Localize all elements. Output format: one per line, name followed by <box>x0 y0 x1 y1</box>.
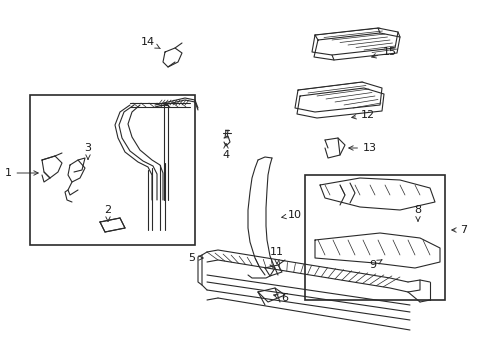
Bar <box>305 175 445 300</box>
Text: 14: 14 <box>141 37 160 49</box>
Text: 11: 11 <box>270 247 284 264</box>
Text: 10: 10 <box>282 210 302 220</box>
Text: 6: 6 <box>273 293 289 303</box>
Text: 5: 5 <box>189 253 203 263</box>
Text: 2: 2 <box>104 205 112 221</box>
Text: 13: 13 <box>349 143 377 153</box>
Text: 3: 3 <box>84 143 92 159</box>
Text: 4: 4 <box>222 144 229 160</box>
Bar <box>30 95 195 245</box>
Text: 1: 1 <box>4 168 38 178</box>
Text: 15: 15 <box>371 47 397 58</box>
Text: 7: 7 <box>452 225 467 235</box>
Text: 8: 8 <box>415 205 421 221</box>
Text: 9: 9 <box>369 260 382 270</box>
Text: 12: 12 <box>352 110 375 120</box>
